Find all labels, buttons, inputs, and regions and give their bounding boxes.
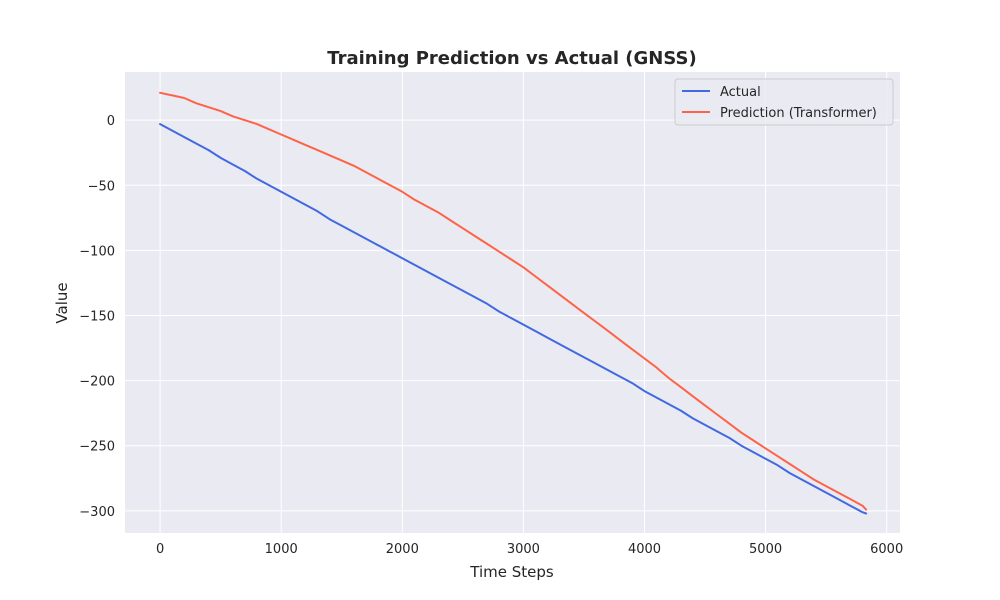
- legend-label-actual: Actual: [720, 85, 761, 100]
- grid: [125, 72, 900, 533]
- legend-label-prediction: Prediction (Transformer): [720, 106, 877, 121]
- y-tick-label: −250: [79, 440, 115, 455]
- x-tick-label: 6000: [870, 542, 903, 557]
- x-tick-label: 3000: [507, 542, 540, 557]
- x-tick-label: 4000: [628, 542, 661, 557]
- y-tick-label: −100: [79, 244, 115, 259]
- chart-title: Training Prediction vs Actual (GNSS): [327, 48, 696, 69]
- legend: Actual Prediction (Transformer): [674, 78, 894, 126]
- y-axis-label: Value: [53, 282, 71, 323]
- y-tick-label: 0: [107, 114, 115, 129]
- series-group: [159, 91, 868, 515]
- y-tick-label: −150: [79, 310, 115, 325]
- y-tick-label: −200: [79, 375, 115, 390]
- series-line-actual: [159, 123, 868, 515]
- x-tick-label: 0: [156, 542, 164, 557]
- plot-background: [125, 72, 900, 533]
- x-axis-label: Time Steps: [469, 563, 554, 581]
- x-tick-labels: 0 1000 2000 3000 4000 5000 6000: [156, 542, 903, 557]
- legend-box: [674, 78, 894, 126]
- y-tick-labels: 0 −50 −100 −150 −200 −250 −300: [79, 114, 115, 520]
- y-tick-label: −300: [79, 505, 115, 520]
- x-tick-label: 5000: [749, 542, 782, 557]
- y-tick-label: −50: [88, 179, 115, 194]
- x-tick-label: 2000: [386, 542, 419, 557]
- x-tick-label: 1000: [265, 542, 298, 557]
- series-line-prediction: [159, 91, 868, 511]
